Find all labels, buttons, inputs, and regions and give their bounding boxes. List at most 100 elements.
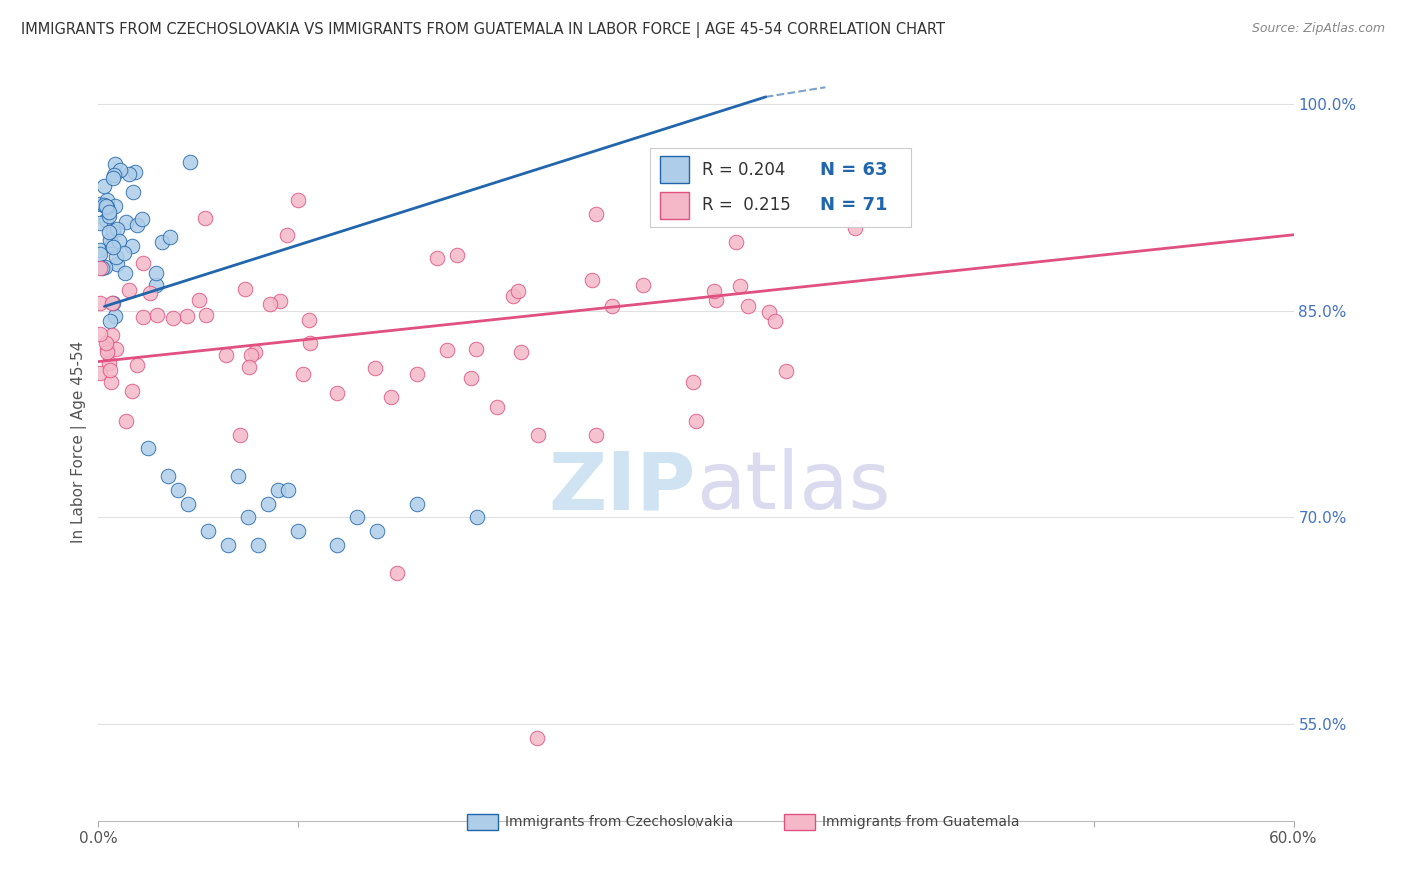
Point: [98, 314, 121, 328]
Point: [145, 266, 167, 280]
Point: [98, 356, 121, 370]
Point: [96, 345, 118, 359]
Point: [114, 267, 136, 281]
Point: [107, 234, 129, 248]
Point: [465, 510, 488, 524]
Point: [291, 367, 314, 381]
Point: [581, 273, 603, 287]
Point: [446, 248, 468, 262]
Text: IMMIGRANTS FROM CZECHOSLOVAKIA VS IMMIGRANTS FROM GUATEMALA IN LABOR FORCE | AGE: IMMIGRANTS FROM CZECHOSLOVAKIA VS IMMIGR…: [21, 22, 945, 38]
Point: [145, 278, 167, 293]
Point: [107, 222, 129, 236]
Point: [526, 731, 548, 745]
Point: [426, 251, 449, 265]
Point: [246, 538, 269, 552]
Point: [277, 483, 299, 497]
Point: [326, 538, 349, 552]
Text: R =  0.215: R = 0.215: [702, 196, 790, 214]
Point: [326, 386, 349, 401]
Point: [97, 225, 120, 239]
Point: [157, 469, 180, 483]
Point: [259, 296, 281, 310]
Point: [114, 215, 136, 229]
Point: [89, 260, 111, 275]
Point: [121, 384, 143, 398]
Text: Immigrants from Czechoslovakia: Immigrants from Czechoslovakia: [506, 814, 734, 829]
Point: [118, 283, 141, 297]
Point: [136, 442, 159, 456]
Point: [101, 171, 124, 186]
Point: [122, 185, 145, 199]
Point: [298, 313, 321, 327]
Point: [509, 345, 531, 359]
Point: [89, 327, 111, 342]
Point: [287, 524, 309, 538]
Point: [728, 279, 751, 293]
Point: [89, 197, 111, 211]
Point: [105, 342, 128, 356]
Text: atlas: atlas: [696, 448, 890, 526]
Point: [98, 205, 121, 219]
Point: [118, 167, 141, 181]
Point: [276, 227, 298, 242]
Point: [256, 497, 278, 511]
Point: [465, 342, 488, 356]
Point: [193, 211, 215, 225]
Point: [94, 199, 117, 213]
Point: [380, 390, 402, 404]
Point: [101, 224, 124, 238]
Point: [703, 284, 725, 298]
Point: [346, 510, 368, 524]
Point: [96, 200, 118, 214]
Point: [101, 240, 124, 254]
Point: [167, 483, 190, 497]
Point: [93, 178, 115, 193]
Point: [436, 343, 458, 357]
Point: [385, 566, 409, 580]
Point: [127, 219, 149, 233]
Point: [236, 510, 259, 524]
Point: [103, 295, 125, 310]
Point: [96, 193, 118, 207]
FancyBboxPatch shape: [661, 193, 689, 219]
Point: [176, 310, 198, 324]
Point: [685, 414, 707, 428]
Point: [110, 163, 132, 178]
Point: [269, 293, 291, 308]
Point: [93, 260, 115, 274]
Point: [763, 314, 786, 328]
Point: [159, 229, 181, 244]
Point: [724, 235, 747, 249]
Point: [121, 238, 143, 252]
Point: [502, 289, 524, 303]
Point: [100, 295, 122, 310]
Point: [101, 328, 124, 343]
Point: [104, 157, 127, 171]
Point: [112, 246, 135, 260]
Point: [526, 427, 548, 442]
Point: [243, 345, 266, 359]
Point: [103, 199, 125, 213]
Point: [233, 282, 256, 296]
Point: [105, 257, 128, 271]
Point: [179, 155, 201, 169]
Point: [229, 427, 252, 442]
Point: [366, 524, 388, 538]
Point: [90, 260, 112, 275]
Text: N = 71: N = 71: [820, 196, 887, 214]
Point: [704, 293, 727, 308]
Point: [600, 299, 623, 313]
Point: [460, 371, 482, 385]
Point: [298, 335, 321, 350]
Point: [98, 209, 121, 223]
Point: [585, 207, 607, 221]
Point: [197, 524, 219, 538]
Point: [139, 286, 162, 301]
Point: [96, 342, 118, 356]
Point: [131, 212, 153, 227]
Point: [132, 256, 155, 270]
Point: [132, 310, 155, 324]
Point: [758, 305, 780, 319]
Point: [226, 469, 249, 483]
Point: [162, 311, 184, 326]
